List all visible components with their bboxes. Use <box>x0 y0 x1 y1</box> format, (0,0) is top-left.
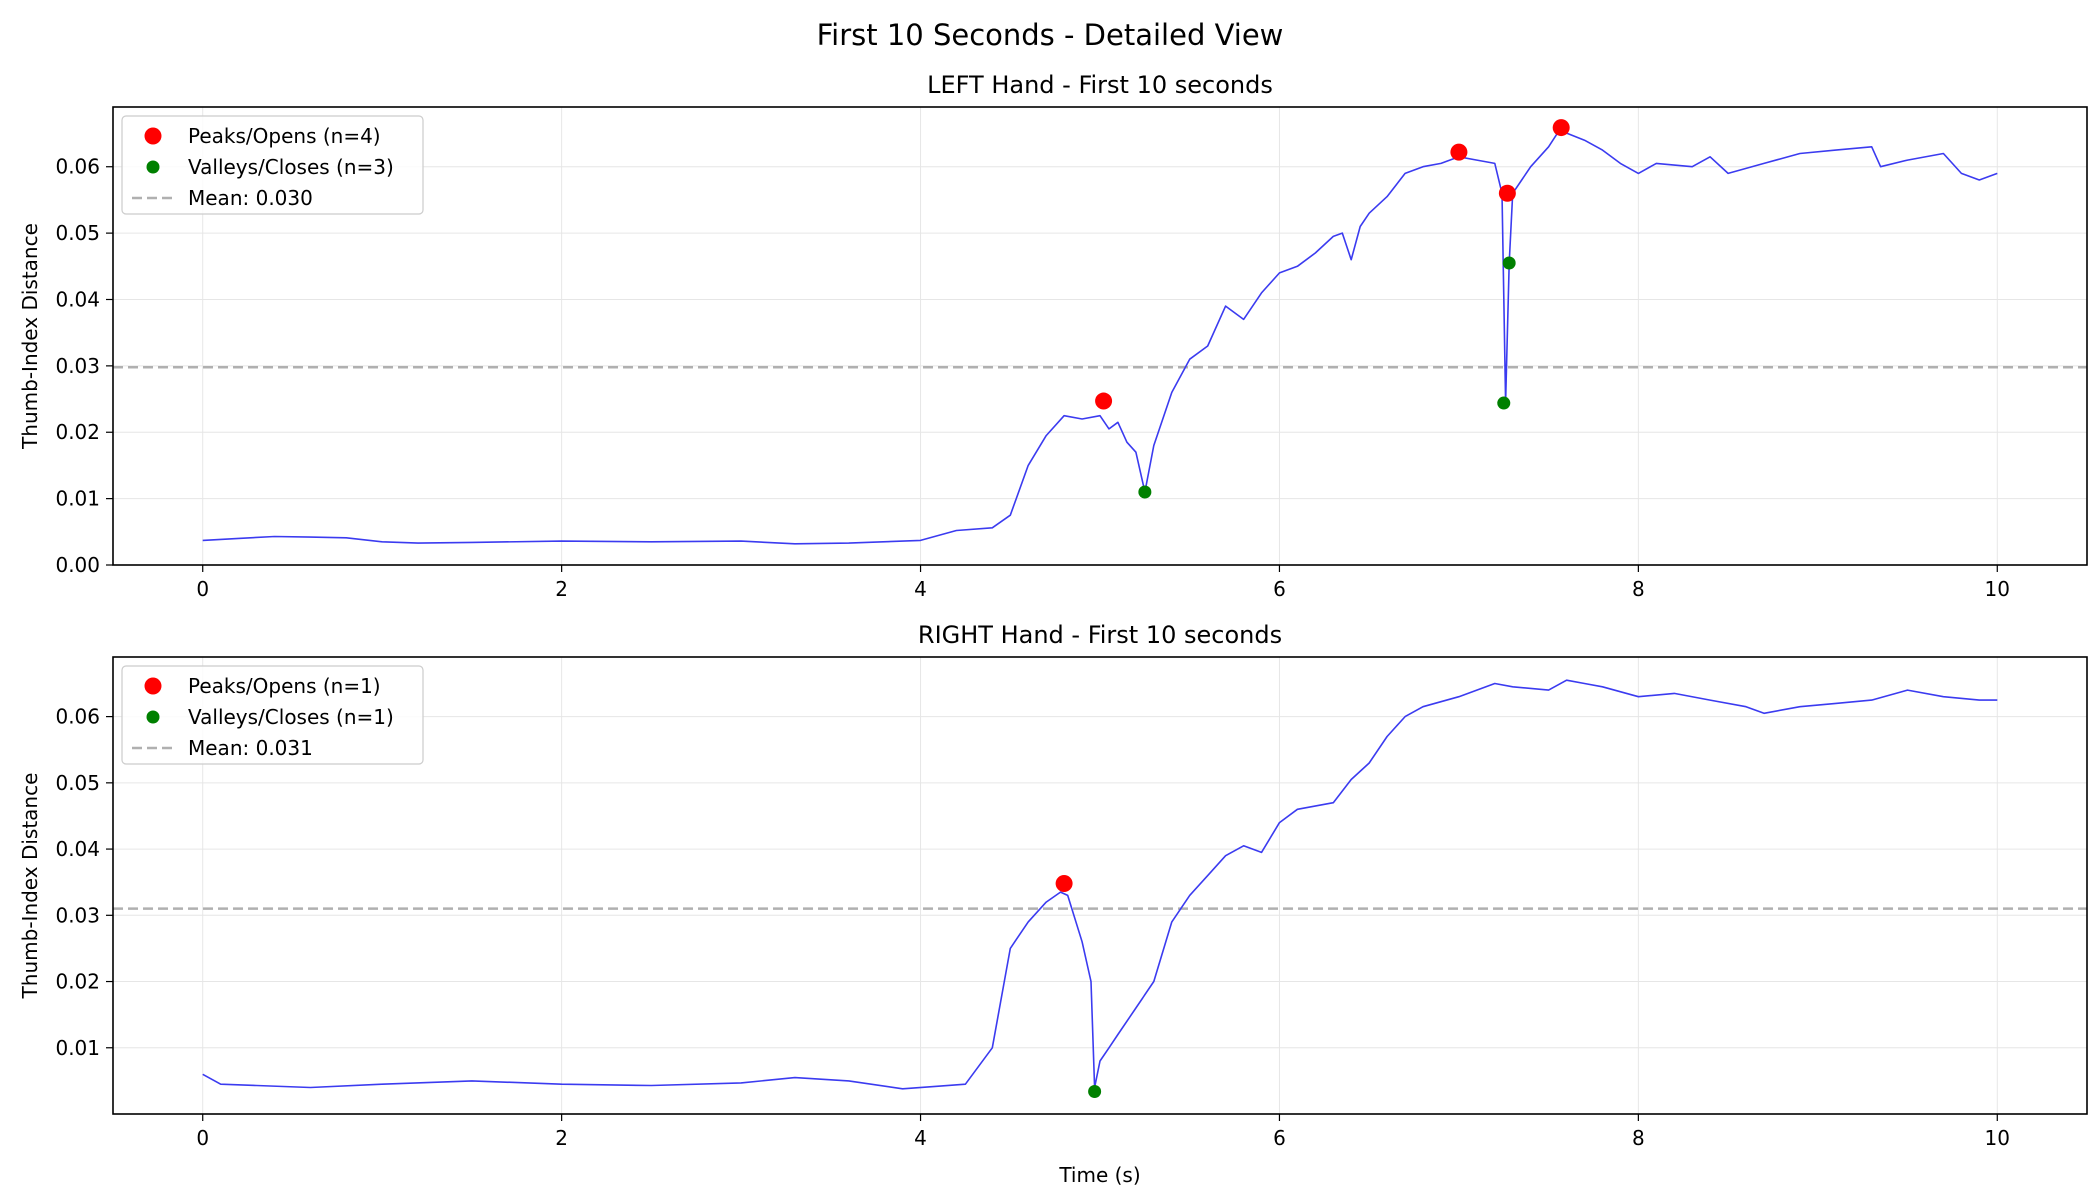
right-legend: Peaks/Opens (n=1) Valleys/Closes (n=1) Mea… <box>121 665 424 765</box>
left-valley-marker <box>1497 396 1511 410</box>
left-peak-marker <box>1450 143 1468 161</box>
left-legend-peak-marker <box>144 127 162 145</box>
right-y-tick-label: 0.04 <box>55 837 100 861</box>
left-x-tick-label: 2 <box>555 577 568 601</box>
right-panel-title: RIGHT Hand - First 10 seconds <box>918 621 1282 649</box>
right-axes-frame <box>112 656 2088 1115</box>
left-y-tick-label: 0.04 <box>55 287 100 311</box>
left-legend-label: Peaks/Opens (n=4) <box>188 124 381 148</box>
left-legend-label: Valleys/Closes (n=3) <box>188 155 394 179</box>
right-y-tick-label: 0.05 <box>55 771 100 795</box>
left-x-tick-label: 4 <box>914 577 927 601</box>
right-x-tick-label: 2 <box>555 1126 568 1150</box>
left-y-tick-label: 0.05 <box>55 221 100 245</box>
left-legend: Peaks/Opens (n=4) Valleys/Closes (n=3) Mea… <box>121 115 424 215</box>
right-legend-box <box>121 665 424 765</box>
left-y-tick-label: 0.03 <box>55 354 100 378</box>
right-hand-panel: 0 2 4 6 8 10 0.01 0.02 0.03 0.04 0.05 0.06 RIGHT Han… <box>18 621 2088 1187</box>
right-x-tick-label: 8 <box>1632 1126 1645 1150</box>
left-legend-valley-marker <box>146 160 160 174</box>
left-axes-frame <box>112 106 2088 566</box>
left-x-tick-label: 10 <box>1985 577 2010 601</box>
right-y-tick-label: 0.06 <box>55 705 100 729</box>
left-y-tick-label: 0.01 <box>55 487 100 511</box>
right-y-tick-label: 0.03 <box>55 903 100 927</box>
left-peak-marker <box>1095 392 1113 410</box>
right-x-tick-label: 10 <box>1985 1126 2010 1150</box>
left-valley-marker <box>1502 256 1516 270</box>
left-y-tick-label: 0.02 <box>55 420 100 444</box>
left-peak-marker <box>1498 184 1516 202</box>
left-y-tick-label: 0.06 <box>55 155 100 179</box>
left-y-axis-label: Thumb-Index Distance <box>18 223 42 450</box>
right-y-tick-label: 0.01 <box>55 1036 100 1060</box>
left-x-tick-label: 0 <box>196 577 209 601</box>
left-valley-marker <box>1138 485 1152 499</box>
right-distance-line <box>202 679 1998 1090</box>
left-y-tick-label: 0.00 <box>55 553 100 577</box>
right-x-tick-label: 6 <box>1273 1126 1286 1150</box>
right-legend-label: Valleys/Closes (n=1) <box>188 705 394 729</box>
right-y-axis-label: Thumb-Index Distance <box>18 773 42 1000</box>
left-legend-box <box>121 115 424 215</box>
right-legend-peak-marker <box>144 677 162 695</box>
right-legend-valley-marker <box>146 710 160 724</box>
right-legend-label: Peaks/Opens (n=1) <box>188 674 381 698</box>
left-distance-line <box>202 129 1998 545</box>
left-panel-title: LEFT Hand - First 10 seconds <box>927 71 1273 99</box>
left-legend-label: Mean: 0.030 <box>188 186 313 210</box>
right-y-tick-label: 0.02 <box>55 970 100 994</box>
figure-title: First 10 Seconds - Detailed View <box>817 18 1284 52</box>
right-peak-marker <box>1055 875 1073 893</box>
left-x-tick-label: 6 <box>1273 577 1286 601</box>
right-valley-marker <box>1088 1084 1102 1098</box>
left-peak-marker <box>1552 119 1570 137</box>
right-x-axis-label: Time (s) <box>1058 1163 1140 1187</box>
left-x-tick-label: 8 <box>1632 577 1645 601</box>
left-hand-panel: 0 2 4 6 8 10 0.00 0.01 0.02 0.03 0.04 0.05 0.06 LEFT … <box>18 71 2088 601</box>
right-x-tick-label: 0 <box>196 1126 209 1150</box>
right-x-tick-label: 4 <box>914 1126 927 1150</box>
right-legend-label: Mean: 0.031 <box>188 736 313 760</box>
